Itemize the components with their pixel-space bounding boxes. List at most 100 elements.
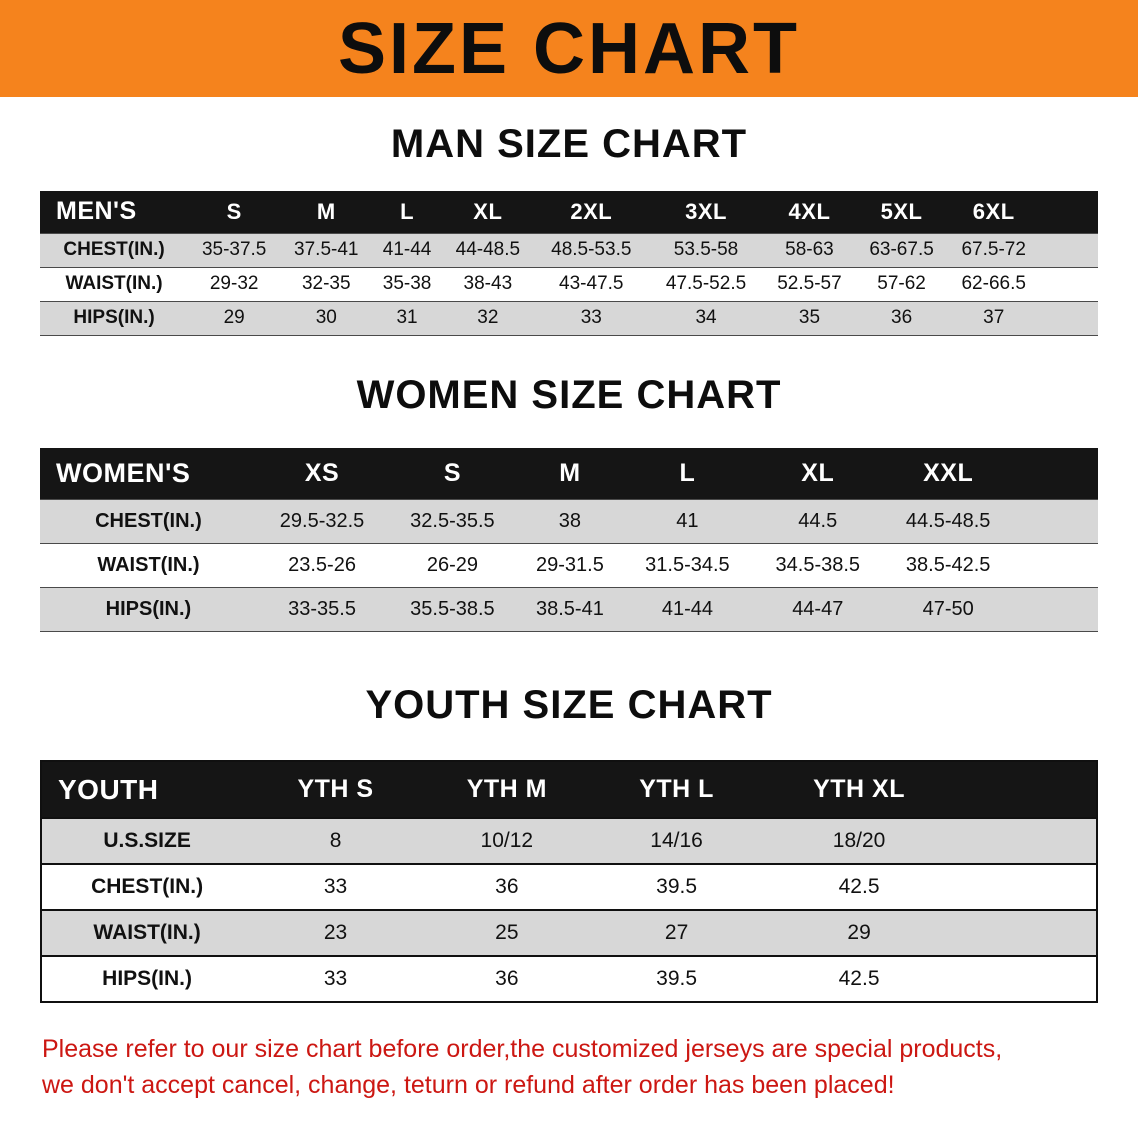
size-value-cell: 47-50	[922, 598, 974, 620]
size-header-cell: S	[188, 191, 281, 233]
filler-cell	[1040, 267, 1098, 301]
size-value-cell: 23	[323, 921, 348, 944]
size-header-cell: 2XL	[533, 191, 649, 233]
size-header-cell: L	[372, 191, 442, 233]
size-value-cell: 36	[495, 875, 519, 898]
size-value-cell: 44-47	[792, 598, 844, 620]
size-value-cell: 58-63	[785, 239, 834, 260]
size-value-cell: 35	[798, 307, 821, 328]
size-header-cell: YTH XL	[758, 761, 960, 818]
size-value-cell: 29	[223, 307, 245, 328]
size-chart-page: SIZE CHART MAN SIZE CHART MEN'S S M L XL 2XL 3…	[0, 0, 1138, 1104]
table-title-cell: YOUTH	[41, 761, 253, 818]
filler-cell	[1039, 191, 1098, 233]
size-value-cell: 67.5-72	[961, 239, 1026, 260]
size-value-cell: 44-48.5	[455, 239, 521, 260]
filler-cell	[1040, 301, 1098, 335]
size-header-row: WOMEN'S XS S M L XL XXL	[40, 447, 1098, 500]
row-label-cell: WAIST(IN.)	[93, 921, 201, 944]
size-value-cell: 37	[983, 307, 1005, 328]
size-header-cell: L	[622, 447, 753, 500]
size-value-cell: 18/20	[832, 829, 886, 852]
measurement-row: CHEST(IN.) 35-37.5 37.5-41 41-44 44-48.5 48.5…	[40, 233, 1098, 267]
measurement-row: U.S.SIZE 8 10/12 14/16 18/20	[41, 818, 1097, 864]
size-value-cell: 38.5-41	[535, 598, 604, 620]
size-value-cell: 42.5	[838, 875, 880, 898]
row-label-cell: CHEST(IN.)	[63, 239, 165, 260]
size-value-cell: 35-37.5	[201, 239, 267, 260]
size-value-cell: 30	[315, 307, 337, 328]
men-size-table: MEN'S S M L XL 2XL 3XL 4XL 5XL 6XL CHEST(IN.) 35-37…	[40, 191, 1098, 336]
size-header-cell: XL	[441, 191, 534, 233]
row-label-cell: WAIST(IN.)	[65, 273, 163, 294]
size-value-cell: 33	[580, 307, 602, 328]
size-value-cell: 8	[329, 829, 342, 852]
row-label-cell: CHEST(IN.)	[91, 875, 204, 898]
size-value-cell: 31	[396, 307, 418, 328]
size-header-cell: XS	[256, 447, 388, 500]
size-value-cell: 39.5	[656, 875, 698, 898]
size-value-cell: 35-38	[382, 273, 432, 294]
women-section-heading: WOMEN SIZE CHART	[356, 372, 782, 417]
size-value-cell: 23.5-26	[288, 554, 356, 576]
measurement-row: WAIST(IN.) 29-32 32-35 35-38 38-43 43-47.5 47.…	[40, 267, 1098, 301]
size-value-cell: 29	[847, 921, 871, 944]
measurement-row: HIPS(IN.) 33-35.5 35.5-38.5 38.5-41 41-44 44-…	[40, 587, 1098, 632]
youth-size-table: YOUTH YTH S YTH M YTH L YTH XL U.S.SIZE 8 10/12…	[40, 760, 1098, 1003]
size-value-cell: 53.5-58	[673, 239, 739, 260]
page-title: SIZE CHART	[338, 8, 800, 89]
disclaimer-note: Please refer to our size chart before or…	[42, 1031, 1098, 1104]
measurement-row: HIPS(IN.) 33 36 39.5 42.5	[41, 956, 1097, 1002]
size-value-cell: 32	[477, 307, 499, 328]
title-banner: SIZE CHART	[0, 0, 1138, 97]
filler-cell	[960, 864, 1097, 910]
size-header-cell: XXL	[882, 447, 1014, 500]
size-value-cell: 29.5-32.5	[279, 510, 365, 532]
row-label-cell: HIPS(IN.)	[105, 598, 192, 620]
table-title-cell: WOMEN'S	[40, 447, 257, 500]
size-value-cell: 34.5-38.5	[775, 554, 861, 576]
size-value-cell: 43-47.5	[559, 273, 624, 294]
size-value-cell: 25	[495, 921, 519, 944]
content: MAN SIZE CHART MEN'S S M L XL 2XL 3XL 4XL 5XL 6XL…	[0, 121, 1138, 1104]
size-header-cell: M	[517, 447, 623, 500]
size-header-cell: XL	[752, 447, 883, 500]
size-value-cell: 42.5	[838, 967, 880, 990]
row-label-cell: HIPS(IN.)	[102, 967, 193, 990]
measurement-row: WAIST(IN.) 23 25 27 29	[41, 910, 1097, 956]
size-value-cell: 29-31.5	[535, 554, 604, 576]
size-header-cell: YTH M	[418, 761, 595, 818]
size-value-cell: 35.5-38.5	[410, 598, 495, 620]
size-value-cell: 41	[676, 510, 699, 532]
size-value-cell: 52.5-57	[777, 273, 842, 294]
size-value-cell: 38	[558, 510, 582, 532]
size-header-cell: M	[280, 191, 373, 233]
women-size-table: WOMEN'S XS S M L XL XXL CHEST(IN.) 29.5-32.5 32.5…	[40, 447, 1098, 632]
row-label-cell: HIPS(IN.)	[73, 307, 155, 328]
men-section-heading: MAN SIZE CHART	[390, 122, 748, 166]
size-value-cell: 33	[323, 967, 348, 990]
size-header-cell: 4XL	[763, 191, 856, 233]
youth-section-heading: YOUTH SIZE CHART	[365, 683, 773, 727]
filler-cell	[960, 956, 1097, 1002]
men-size-section: MAN SIZE CHART MEN'S S M L XL 2XL 3XL 4XL 5XL 6XL…	[40, 121, 1098, 336]
youth-size-section: YOUTH SIZE CHART YOUTH YTH S YTH M YTH L YTH…	[40, 682, 1098, 1003]
size-value-cell: 57-62	[877, 273, 926, 294]
size-header-cell: 5XL	[855, 191, 948, 233]
size-header-row: MEN'S S M L XL 2XL 3XL 4XL 5XL 6XL	[40, 191, 1098, 233]
size-value-cell: 32.5-35.5	[410, 510, 495, 532]
size-value-cell: 29-32	[209, 273, 259, 294]
size-value-cell: 34	[695, 307, 717, 328]
size-header-cell: 6XL	[947, 191, 1040, 233]
size-header-cell: 3XL	[648, 191, 764, 233]
size-value-cell: 33	[323, 875, 348, 898]
size-header-cell: YTH L	[594, 761, 759, 818]
disclaimer-line-1: Please refer to our size chart before or…	[42, 1035, 1003, 1063]
filler-cell	[959, 761, 1097, 818]
size-value-cell: 63-67.5	[869, 239, 934, 260]
size-value-cell: 10/12	[480, 829, 534, 852]
size-value-cell: 31.5-34.5	[645, 554, 730, 576]
size-value-cell: 27	[664, 921, 689, 944]
size-value-cell: 47.5-52.5	[665, 273, 747, 294]
size-value-cell: 33-35.5	[288, 598, 356, 620]
